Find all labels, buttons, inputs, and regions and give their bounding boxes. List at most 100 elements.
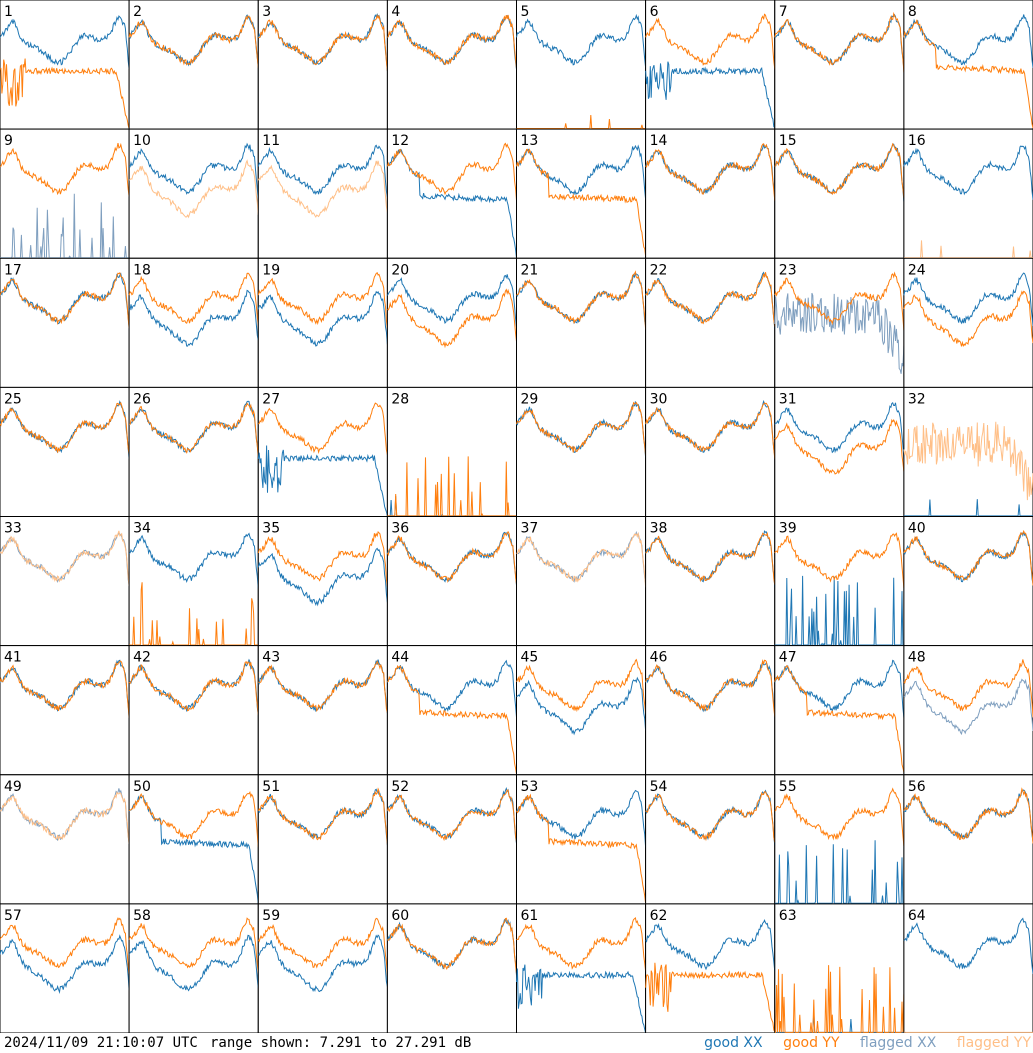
series-yy-56 [903, 787, 1033, 844]
panel-frame [0, 903, 130, 1033]
panel-23: 23 [774, 257, 905, 388]
panel-label: 20 [391, 262, 409, 278]
panel-frame [645, 386, 776, 517]
series-xx-60 [386, 918, 517, 976]
panel-49: 49 [0, 774, 130, 905]
panel-45: 45 [516, 645, 647, 776]
panel-frame [386, 774, 517, 905]
panel-label: 7 [779, 4, 788, 20]
series-yy-26 [129, 402, 259, 458]
panel-label: 11 [262, 133, 280, 149]
series-xx-18 [129, 289, 259, 347]
series-xx-62 [645, 919, 776, 972]
series-yy-21 [516, 270, 647, 330]
panel-label: 21 [521, 262, 539, 278]
panel-13: 13 [516, 128, 647, 259]
panel-27: 27 [257, 386, 388, 517]
series-yy-3 [258, 14, 388, 72]
panel-40: 40 [903, 516, 1033, 647]
panel-14: 14 [645, 128, 776, 259]
panel-52: 52 [386, 774, 517, 905]
panel-label: 23 [779, 262, 797, 278]
series-yy-33 [0, 530, 130, 587]
panel-frame [903, 128, 1033, 259]
series-yy-17 [0, 272, 130, 329]
series-xx-1 [0, 15, 130, 70]
panel-label: 36 [391, 521, 409, 537]
series-xx-3 [257, 13, 388, 72]
panel-label: 15 [779, 133, 797, 149]
series-yy-62 [645, 962, 776, 1032]
panel-38: 38 [645, 516, 776, 647]
panel-label: 32 [908, 391, 926, 407]
panel-56: 56 [903, 774, 1033, 905]
series-yy-15 [774, 142, 905, 199]
series-xx-31 [774, 401, 905, 460]
series-yy-24 [903, 290, 1033, 348]
series-yy-49 [0, 791, 130, 844]
panel-53: 53 [516, 774, 647, 905]
panel-label: 9 [4, 133, 13, 149]
panel-36: 36 [386, 516, 517, 647]
panel-label: 39 [779, 521, 797, 537]
series-yy-54 [645, 791, 776, 843]
range-text: range shown: 7.291 to 27.291 dB [210, 1035, 472, 1051]
series-yy-13 [516, 148, 647, 257]
panel-label: 6 [650, 4, 659, 20]
panel-26: 26 [128, 386, 259, 517]
panel-2: 2 [128, 0, 259, 130]
panel-frame [645, 0, 776, 130]
legend-good-xx: good XX [704, 1035, 763, 1051]
panel-label: 42 [133, 650, 151, 666]
panel-label: 17 [4, 262, 22, 278]
panel-19: 19 [257, 257, 388, 388]
series-xx-41 [0, 659, 130, 718]
panel-frame [128, 645, 259, 776]
panel-frame [0, 0, 130, 130]
panel-frame [903, 516, 1033, 647]
panel-label: 4 [391, 4, 400, 20]
series-yy-31 [774, 418, 905, 475]
panel-frame [128, 257, 259, 388]
panel-label: 34 [133, 521, 151, 537]
series-yy-44 [387, 664, 517, 775]
panel-frame [386, 0, 517, 130]
series-xx-30 [645, 399, 776, 456]
panel-label: 1 [4, 4, 13, 20]
panel-frame [516, 645, 647, 776]
panel-frame [386, 257, 517, 388]
panel-41: 41 [0, 645, 130, 776]
panel-label: 38 [650, 521, 668, 537]
legend: good XX good YY flagged XX flagged YY [688, 1035, 1031, 1051]
panel-39: 39 [774, 516, 905, 647]
series-xx-6 [645, 61, 776, 128]
panel-label: 16 [908, 133, 926, 149]
series-yy-51 [257, 787, 388, 845]
panel-label: 44 [391, 650, 409, 666]
panel-frame [0, 774, 130, 905]
series-xx-19 [257, 290, 388, 347]
panel-frame [0, 257, 130, 388]
panel-32: 32 [903, 386, 1033, 517]
series-xx-16 [903, 145, 1033, 200]
panel-label: 61 [521, 908, 539, 924]
panel-20: 20 [386, 257, 517, 388]
series-yy-60 [387, 917, 517, 974]
panel-58: 58 [128, 903, 259, 1033]
panel-label: 59 [262, 908, 280, 924]
panel-51: 51 [257, 774, 388, 905]
series-yy-40 [903, 529, 1033, 586]
panel-frame [386, 645, 517, 776]
series-xx-45 [516, 676, 647, 736]
series-xx-27 [257, 445, 388, 516]
series-xx-35 [257, 547, 388, 607]
panel-frame [0, 516, 130, 647]
panel-label: 30 [650, 391, 668, 407]
panel-label: 52 [391, 779, 409, 795]
panel-15: 15 [774, 128, 905, 259]
series-xx-23 [774, 292, 905, 374]
timestamp: 2024/11/09 21:10:07 UTC [4, 1035, 198, 1051]
series-yy-43 [258, 660, 388, 713]
panel-35: 35 [257, 516, 388, 647]
panel-label: 10 [133, 133, 151, 149]
